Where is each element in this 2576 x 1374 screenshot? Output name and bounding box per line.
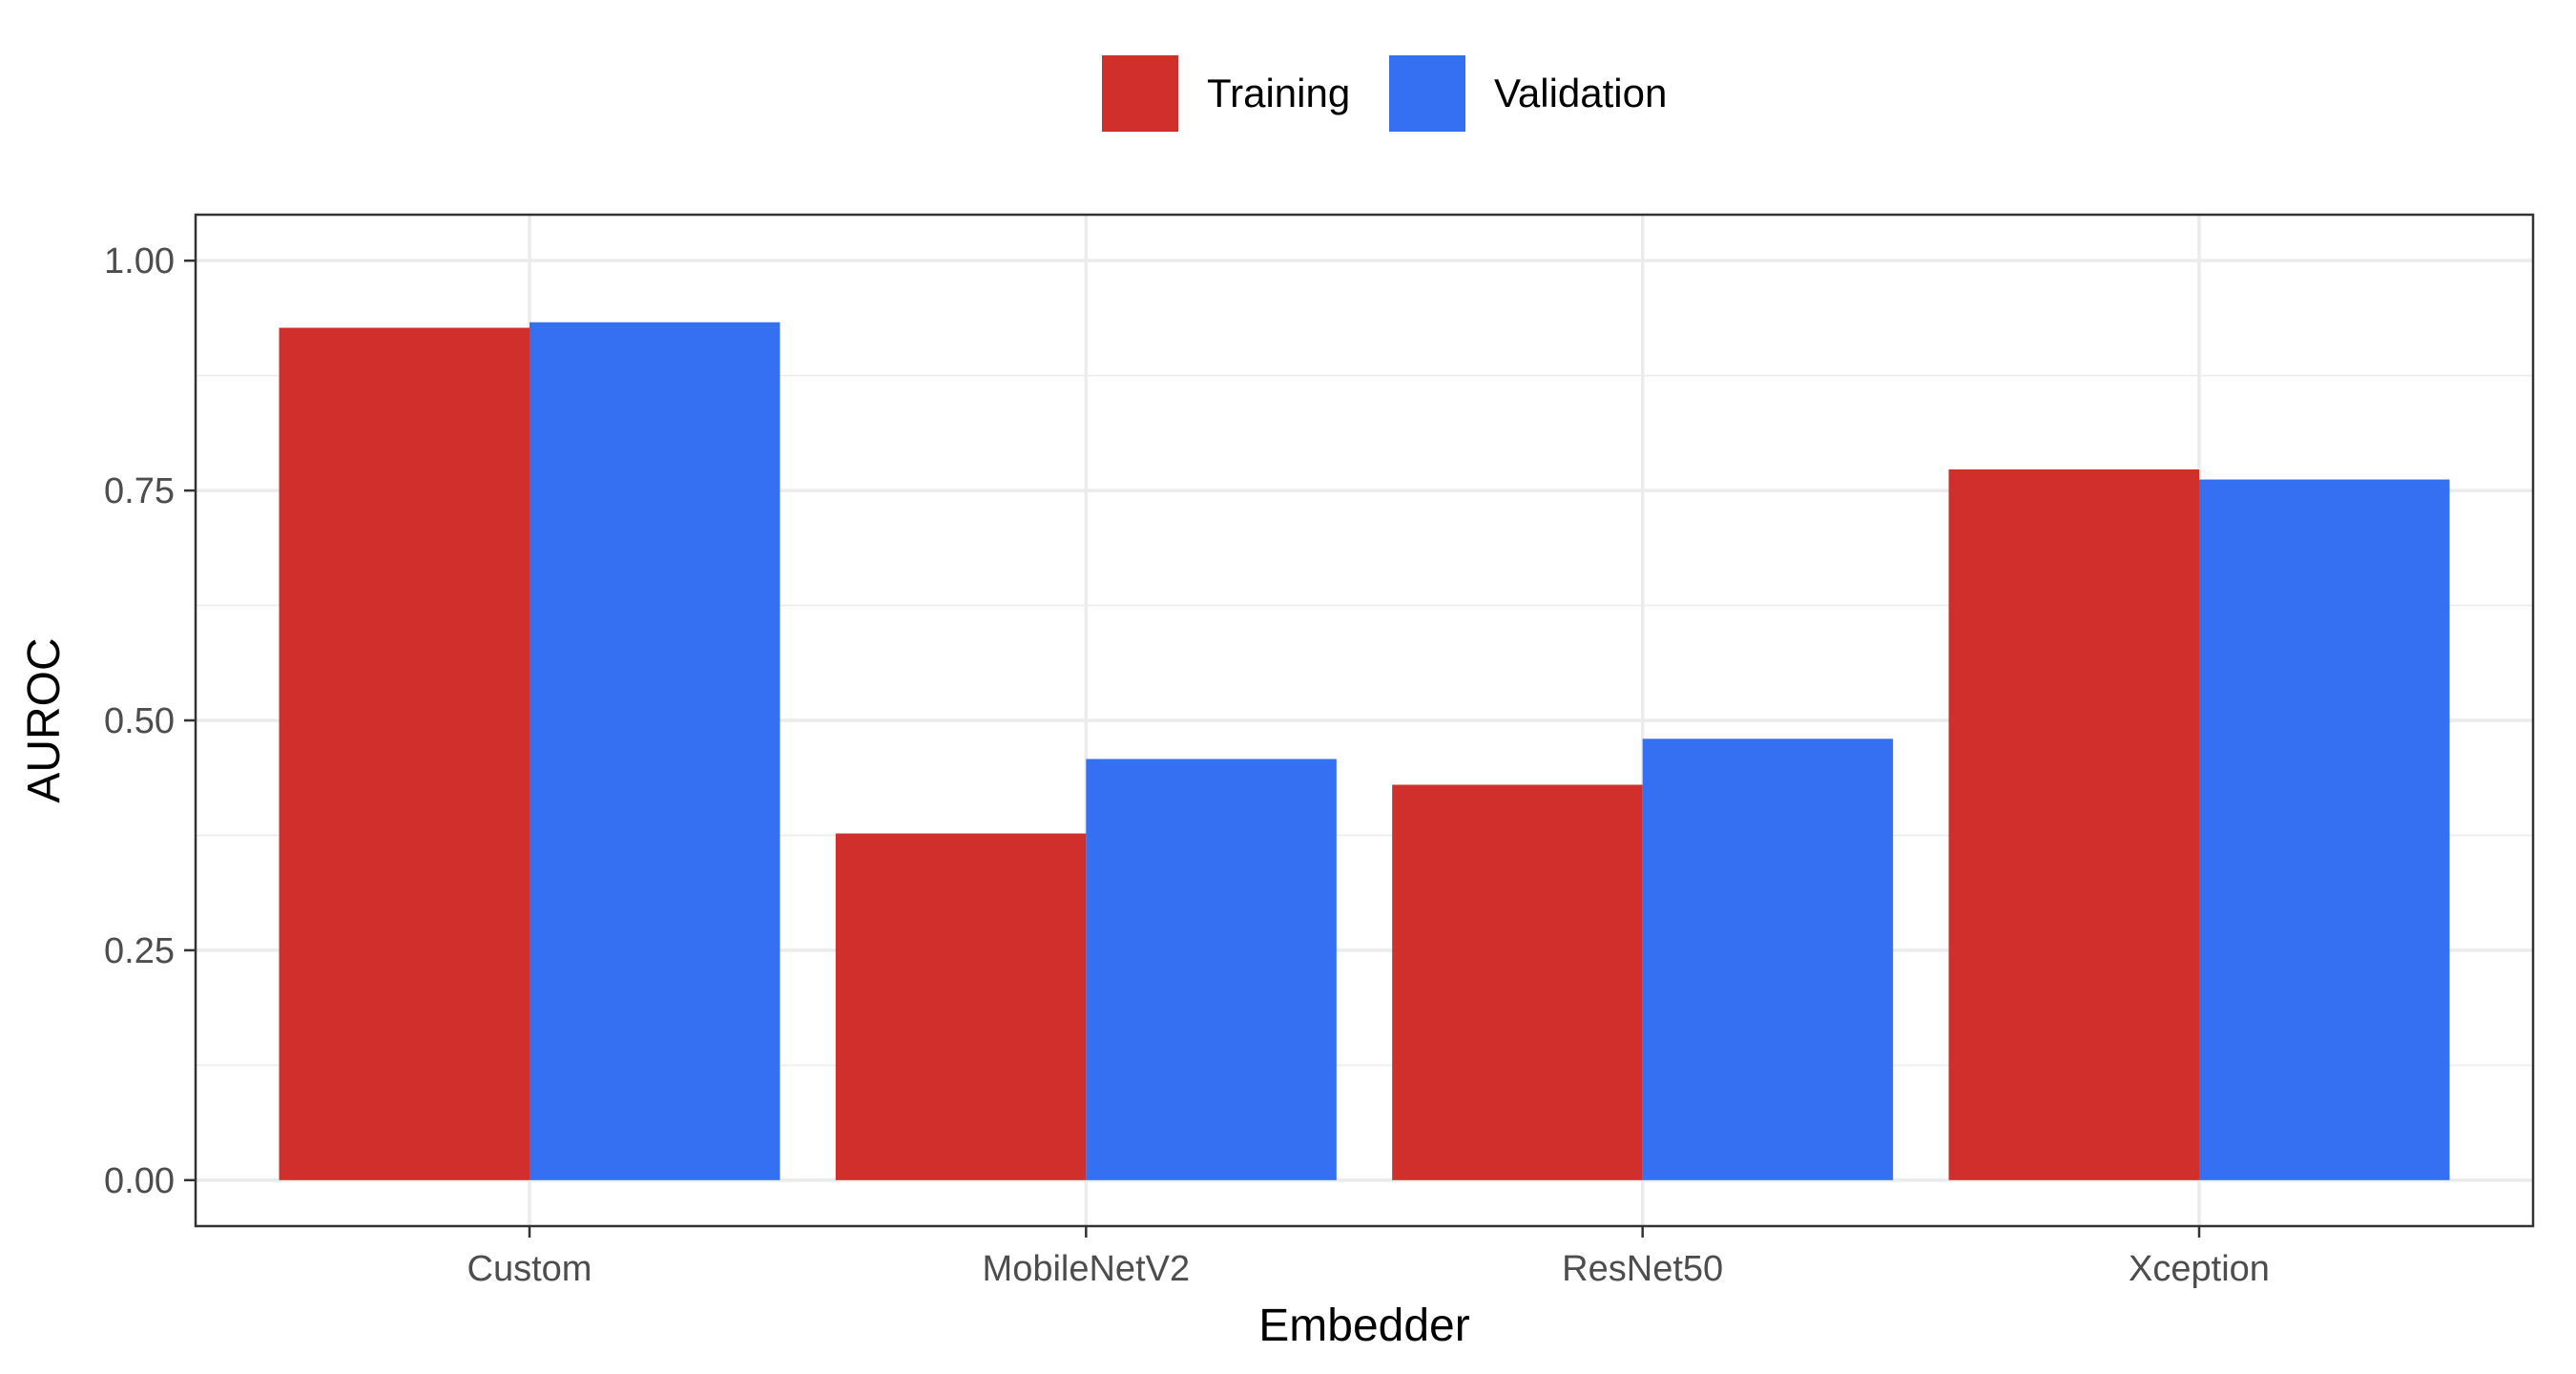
x-axis: Custom MobileNetV2 ResNet50 Xception: [467, 1226, 2270, 1289]
bars: [279, 322, 2450, 1180]
x-tick-label: Xception: [2129, 1249, 2270, 1289]
x-tick-label: Custom: [467, 1249, 592, 1289]
bar-validation-mobilenetv2: [1086, 759, 1337, 1180]
legend-swatch-training: [1102, 55, 1178, 132]
x-tick-label: MobileNetV2: [983, 1249, 1191, 1289]
y-tick-label: 0.75: [104, 471, 175, 511]
x-axis-title: Embedder: [1258, 1301, 1469, 1351]
bar-training-mobilenetv2: [835, 833, 1087, 1180]
bar-validation-resnet50: [1642, 739, 1894, 1180]
bar-training-xception: [1948, 468, 2199, 1180]
y-tick-label: 1.00: [104, 241, 175, 281]
bar-validation-custom: [530, 322, 780, 1180]
y-tick-label: 0.25: [104, 931, 175, 971]
bar-training-resnet50: [1392, 784, 1643, 1180]
plot-panel: [194, 213, 2535, 1228]
legend-label-validation: Validation: [1494, 71, 1667, 115]
y-axis: 0.00 0.25 0.50 0.75 1.00: [104, 241, 196, 1201]
legend: Training Validation: [1102, 55, 1667, 132]
x-tick-label: ResNet50: [1562, 1249, 1723, 1289]
y-tick-label: 0.50: [104, 701, 175, 741]
y-axis-title: AUROC: [19, 637, 70, 802]
bar-training-custom: [279, 327, 530, 1180]
legend-label-training: Training: [1207, 71, 1350, 115]
y-tick-label: 0.00: [104, 1161, 175, 1201]
bar-validation-xception: [2199, 479, 2450, 1180]
legend-swatch-validation: [1389, 55, 1465, 132]
